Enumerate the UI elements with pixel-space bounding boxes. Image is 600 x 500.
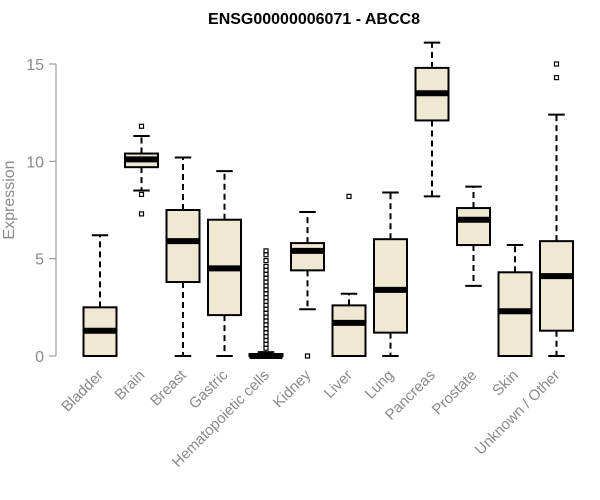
box-series [82, 41, 574, 359]
x-tick-label: Prostate [429, 367, 481, 419]
x-tick-label: Breast [147, 366, 190, 409]
y-tick-label: 10 [26, 154, 44, 171]
box-liver [331, 193, 367, 357]
y-axis: 0 5 10 15 [26, 57, 57, 366]
x-tick-label: Lung [362, 367, 398, 403]
box-brain [124, 123, 159, 217]
box-lung [373, 191, 408, 357]
outlier-point [346, 193, 352, 199]
outlier-point [138, 211, 145, 217]
box-gastric [207, 170, 242, 357]
box-iqr [290, 242, 325, 272]
box-hematopoietic-cells [248, 248, 284, 359]
box-bladder [82, 234, 118, 358]
x-tick-label: Kidney [270, 366, 315, 411]
outlier-point [553, 75, 560, 81]
box-iqr [373, 238, 408, 334]
box-iqr [539, 240, 574, 332]
y-tick-label: 15 [26, 57, 44, 74]
box-iqr [456, 207, 491, 247]
box-skin [497, 244, 533, 357]
outlier-point [263, 263, 269, 270]
outlier-point [138, 123, 145, 129]
outlier-point [553, 61, 560, 67]
box-kidney [290, 210, 325, 359]
y-axis-label: Expression [1, 160, 18, 239]
chart-title: ENSG00000006071 - ABCC8 [208, 11, 420, 28]
x-tick-label: Bladder [58, 367, 107, 416]
x-tick-label: Skin [489, 367, 522, 400]
box-pancreas [414, 41, 450, 198]
y-tick-label: 0 [35, 349, 44, 366]
box-breast [165, 156, 201, 357]
box-prostate [456, 185, 491, 287]
outlier-point [304, 353, 311, 359]
outlier-point [263, 248, 269, 254]
box-iqr [165, 209, 201, 284]
box-unknown-other [539, 61, 574, 357]
outlier-point [138, 191, 145, 198]
box-iqr [331, 304, 367, 357]
x-tick-label: Liver [321, 367, 356, 402]
y-tick-label: 5 [35, 252, 44, 269]
x-tick-label: Brain [112, 367, 149, 404]
outlier-point [263, 258, 269, 264]
